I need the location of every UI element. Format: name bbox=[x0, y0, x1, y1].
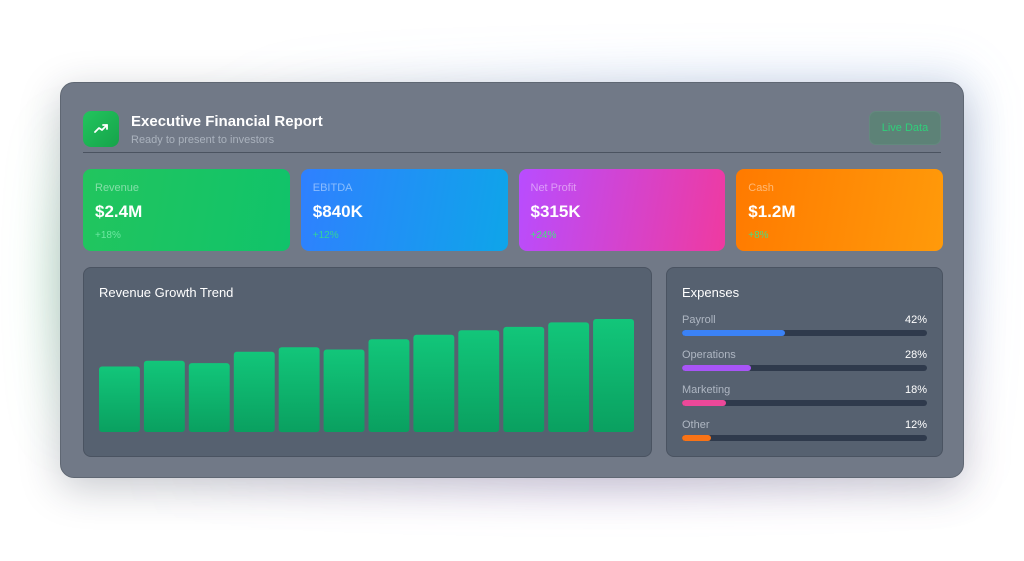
expense-pct: 28% bbox=[904, 349, 927, 361]
kpi-delta: +24% bbox=[530, 230, 557, 241]
report-header: Executive Financial Report Ready to pres… bbox=[83, 109, 941, 153]
kpi-value: $1.2M bbox=[748, 202, 796, 221]
expense-row-operations: Operations 28% bbox=[682, 349, 927, 379]
revenue-bar-chart bbox=[99, 319, 634, 433]
chart-bar bbox=[99, 366, 140, 432]
expense-bar-fill bbox=[682, 435, 712, 441]
expense-row-payroll: Payroll 42% bbox=[682, 314, 927, 344]
kpi-delta: +8% bbox=[748, 230, 769, 241]
kpi-row: Revenue $2.4M +18% EBITDA $840K +12% Net… bbox=[83, 169, 943, 251]
expenses-title: Expenses bbox=[682, 285, 740, 300]
expense-bar-fill bbox=[682, 400, 727, 406]
chart-bar bbox=[278, 347, 320, 433]
revenue-chart-card: Revenue Growth Trend bbox=[83, 267, 652, 457]
expense-name: Operations bbox=[682, 349, 736, 361]
kpi-label: Net Profit bbox=[530, 182, 577, 194]
page-subtitle: Ready to present to investors bbox=[131, 134, 275, 146]
expense-bar-fill bbox=[682, 365, 751, 371]
expense-bar-track bbox=[682, 330, 927, 336]
expense-name: Payroll bbox=[682, 314, 716, 326]
chart-bar bbox=[413, 334, 455, 432]
chart-bar bbox=[503, 326, 545, 432]
expense-pct: 42% bbox=[904, 314, 927, 326]
kpi-delta: +12% bbox=[312, 230, 339, 241]
chart-bar bbox=[233, 351, 275, 432]
chart-bar bbox=[143, 360, 185, 432]
chart-bar bbox=[188, 363, 230, 432]
kpi-value: $315K bbox=[530, 202, 581, 221]
chart-bar bbox=[548, 322, 590, 432]
report-panel: Executive Financial Report Ready to pres… bbox=[60, 82, 964, 478]
kpi-delta: +18% bbox=[95, 230, 121, 241]
kpi-card-cash[interactable]: Cash $1.2M +8% bbox=[736, 169, 943, 251]
kpi-value: $840K bbox=[312, 202, 363, 221]
trending-up-icon bbox=[83, 111, 119, 147]
page-title: Executive Financial Report bbox=[131, 113, 323, 130]
expense-row-marketing: Marketing 18% bbox=[682, 384, 927, 414]
kpi-card-ebitda[interactable]: EBITDA $840K +12% bbox=[300, 169, 508, 251]
expense-bar-track bbox=[682, 400, 927, 406]
expense-name: Other bbox=[682, 419, 710, 431]
kpi-card-net-profit[interactable]: Net Profit $315K +24% bbox=[518, 169, 726, 251]
live-data-button[interactable]: Live Data bbox=[869, 111, 941, 145]
chart-bar bbox=[593, 319, 634, 432]
kpi-value: $2.4M bbox=[95, 202, 143, 221]
expenses-card: Expenses Payroll 42% Operations 28% Mark… bbox=[666, 267, 943, 457]
expense-pct: 18% bbox=[904, 384, 927, 396]
expense-bar-track bbox=[682, 365, 927, 371]
chart-bar bbox=[368, 339, 410, 432]
kpi-label: EBITDA bbox=[312, 182, 353, 194]
expense-row-other: Other 12% bbox=[682, 419, 927, 449]
kpi-card-revenue[interactable]: Revenue $2.4M +18% bbox=[83, 169, 290, 251]
chart-bar bbox=[458, 330, 500, 432]
expense-bar-fill bbox=[682, 330, 785, 336]
expense-name: Marketing bbox=[682, 384, 731, 396]
kpi-label: Cash bbox=[748, 182, 774, 194]
chart-bar bbox=[323, 349, 365, 432]
expense-pct: 12% bbox=[904, 419, 927, 431]
chart-title: Revenue Growth Trend bbox=[99, 285, 234, 300]
kpi-label: Revenue bbox=[95, 182, 140, 194]
expense-bar-track bbox=[682, 435, 927, 441]
